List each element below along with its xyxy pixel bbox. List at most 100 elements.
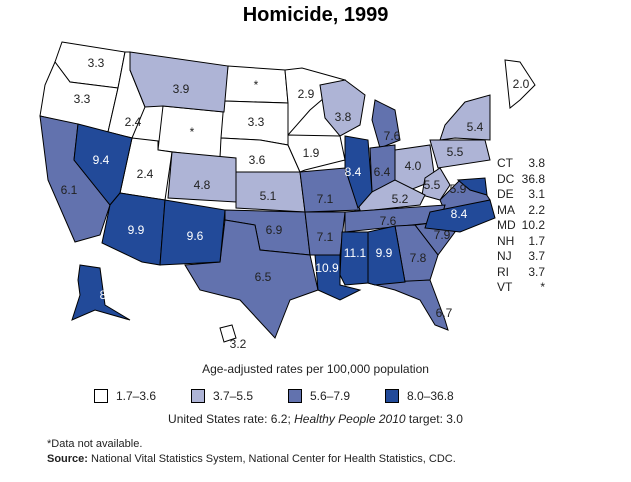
label-or: 3.3 [74,92,91,106]
label-ne: 3.6 [249,153,266,167]
state-value: 3.1 [528,187,545,201]
state-abbr: CT [497,156,513,170]
state-nc [424,199,496,233]
label-co: 4.8 [194,178,211,192]
label-al: 9.9 [376,246,393,260]
label-wv: 5.5 [424,178,441,192]
state-value: * [540,280,545,294]
legend-swatch [385,389,399,403]
state-abbr: VT [497,280,513,294]
legend-swatch [94,389,108,403]
label-ms: 11.1 [344,246,367,260]
state-abbr: NJ [497,249,512,263]
legend-item: 5.6–7.9 [288,389,385,403]
label-ar: 7.1 [317,230,334,244]
label-nd: * [254,78,259,92]
footnote: *Data not available. [47,438,143,450]
state-nm [159,199,226,266]
small-state-row: MD 10.2 [497,218,545,234]
label-wa: 3.3 [88,56,105,70]
state-value: 10.2 [521,218,545,232]
small-state-row: VT * [497,280,545,296]
hp-target: target: 3.0 [408,412,463,426]
source-text: National Vital Statistics System, Nation… [91,453,456,465]
label-nc: 8.4 [451,207,468,221]
legend-item: 3.7–5.5 [191,389,288,403]
label-tn: 7.6 [380,214,397,228]
healthy-people-label: Healthy People 2010 [294,412,406,426]
label-ut: 2.4 [137,167,154,181]
legend-item: 8.0–36.8 [385,389,482,403]
legend-label: 1.7–3.6 [116,389,157,403]
small-state-row: MA 2.2 [497,203,545,219]
state-la [314,254,362,301]
small-state-row: DE 3.1 [497,187,545,203]
state-value: 36.8 [521,171,545,186]
label-pa: 5.5 [447,145,464,159]
state-ak [71,264,131,321]
label-mo: 7.1 [317,192,334,206]
state-mo [299,167,361,213]
state-fl [367,279,449,331]
label-nv: 9.4 [93,153,110,167]
label-wi: 3.8 [335,110,352,124]
legend: 1.7–3.6 3.7–5.5 5.6–7.9 8.0–36.8 [94,389,482,403]
label-sd: 3.3 [248,115,265,129]
state-il [344,135,373,209]
state-abbr: RI [497,264,509,279]
label-mt: 3.9 [173,82,190,96]
state-value: 3.7 [528,264,545,279]
label-wy: * [190,125,195,139]
state-value: 3.7 [528,249,545,263]
us-rate: United States rate: 6.2; [168,412,291,426]
label-oh: 4.0 [405,159,422,173]
state-mt [129,51,229,113]
label-mn: 2.9 [298,87,315,101]
legend-item: 1.7–3.6 [94,389,191,403]
us-choropleth-map: 3.3 3.3 2.4 3.9 * 2.9 * 3.3 3.8 7.6 5.4 … [39,41,536,351]
source-label: Source: [47,453,88,465]
label-ok: 6.9 [266,223,283,237]
source-line: Source: National Vital Statistics System… [47,453,456,465]
state-me [504,59,536,109]
state-tx [184,219,319,339]
label-fl: 6.7 [436,306,453,320]
state-pa [429,139,491,169]
legend-swatch [288,389,302,403]
label-tx: 6.5 [255,270,272,284]
state-ny [439,94,491,141]
state-value: 2.2 [528,202,545,217]
label-sc: 7.9 [434,228,451,242]
small-state-row: NJ 3.7 [497,249,545,265]
label-la: 10.9 [315,261,339,275]
state-abbr: NH [497,233,515,248]
label-ak: 8.5 [100,288,117,302]
state-mi [371,99,401,149]
small-state-row: NH 1.7 [497,234,545,250]
state-ms [339,231,369,286]
label-mi: 7.6 [384,129,401,143]
state-value: 3.8 [528,156,545,170]
state-wv [421,167,451,201]
state-co [167,151,237,203]
small-state-row: DC 36.8 [497,172,545,188]
label-az: 9.9 [128,223,145,237]
label-in: 6.4 [374,165,391,179]
state-abbr: MD [497,218,516,232]
state-md [456,177,488,196]
label-ky: 5.2 [392,192,409,206]
small-state-row: RI 3.7 [497,265,545,281]
label-ks: 5.1 [260,189,277,203]
label-me: 2.0 [513,77,530,91]
label-va: 5.9 [450,182,467,196]
label-id: 2.4 [125,115,142,129]
small-states-table: CT 3.8 DC 36.8 DE 3.1 MA 2.2 MD 10.2 NH 1.7 NJ… [497,156,545,296]
state-abbr: MA [497,202,515,217]
label-il: 8.4 [345,165,362,179]
label-ny: 5.4 [467,120,484,134]
small-state-row: CT 3.8 [497,156,545,172]
legend-label: 8.0–36.8 [407,389,454,403]
legend-swatch [191,389,205,403]
state-wi [319,79,366,137]
legend-caption: Age-adjusted rates per 100,000 populatio… [202,362,429,376]
